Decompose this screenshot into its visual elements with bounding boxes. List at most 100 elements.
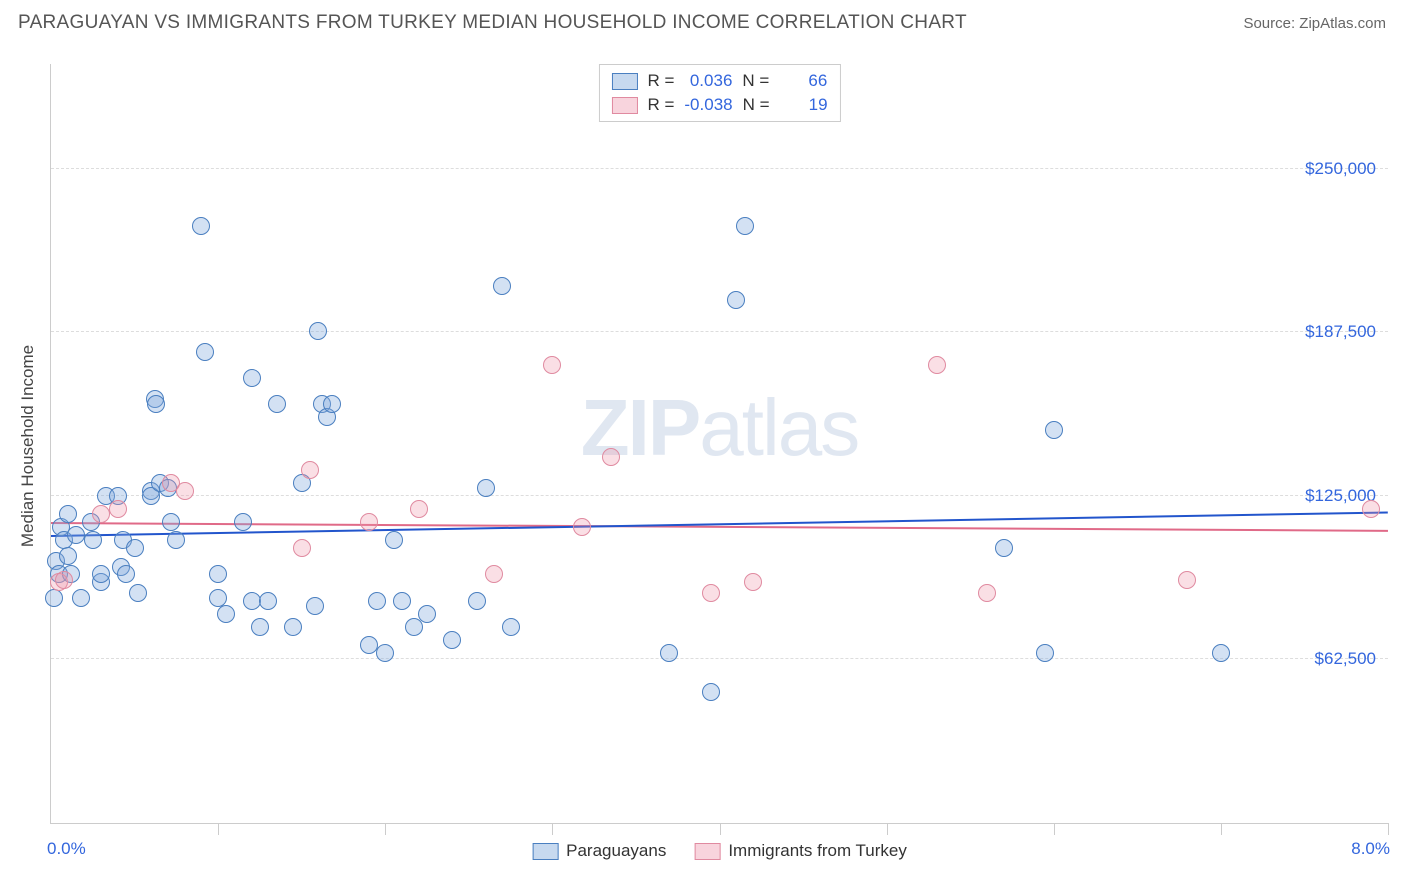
x-axis-max-label: 8.0% (1351, 839, 1390, 859)
data-point (209, 565, 227, 583)
legend-item: Paraguayans (532, 841, 666, 861)
data-point (393, 592, 411, 610)
y-tick-label: $250,000 (1305, 159, 1376, 179)
data-point (293, 539, 311, 557)
data-point (928, 356, 946, 374)
data-point (243, 592, 261, 610)
stats-legend: R = 0.036 N = 66 R = -0.038 N = 19 (598, 64, 840, 122)
data-point (59, 505, 77, 523)
data-point (1178, 571, 1196, 589)
data-point (702, 584, 720, 602)
data-point (72, 589, 90, 607)
x-tick (720, 823, 721, 835)
data-point (301, 461, 319, 479)
data-point (368, 592, 386, 610)
x-tick (385, 823, 386, 835)
data-point (251, 618, 269, 636)
data-point (468, 592, 486, 610)
data-point (736, 217, 754, 235)
data-point (59, 547, 77, 565)
gridline (51, 658, 1388, 659)
data-point (117, 565, 135, 583)
data-point (995, 539, 1013, 557)
x-axis-min-label: 0.0% (47, 839, 86, 859)
y-axis-label: Median Household Income (18, 345, 38, 547)
watermark: ZIPatlas (581, 382, 858, 474)
data-point (55, 571, 73, 589)
data-point (410, 500, 428, 518)
stats-row: R = -0.038 N = 19 (607, 93, 831, 117)
data-point (45, 589, 63, 607)
data-point (502, 618, 520, 636)
r-label: R = (647, 95, 674, 115)
n-label: N = (742, 71, 769, 91)
stats-row: R = 0.036 N = 66 (607, 69, 831, 93)
data-point (418, 605, 436, 623)
data-point (309, 322, 327, 340)
n-label: N = (743, 95, 770, 115)
legend-label: Immigrants from Turkey (728, 841, 907, 861)
data-point (84, 531, 102, 549)
data-point (978, 584, 996, 602)
chart-source: Source: ZipAtlas.com (1243, 15, 1386, 32)
r-value: 0.036 (684, 71, 732, 91)
x-tick (887, 823, 888, 835)
legend-item: Immigrants from Turkey (694, 841, 907, 861)
data-point (147, 395, 165, 413)
data-point (385, 531, 403, 549)
data-point (243, 369, 261, 387)
data-point (443, 631, 461, 649)
data-point (259, 592, 277, 610)
x-tick (1221, 823, 1222, 835)
data-point (477, 479, 495, 497)
data-point (92, 565, 110, 583)
data-point (1362, 500, 1380, 518)
data-point (126, 539, 144, 557)
data-point (543, 356, 561, 374)
bottom-legend: Paraguayans Immigrants from Turkey (532, 841, 907, 861)
gridline (51, 168, 1388, 169)
data-point (405, 618, 423, 636)
legend-swatch-blue (611, 73, 637, 90)
data-point (129, 584, 147, 602)
data-point (109, 500, 127, 518)
chart-plot-area: ZIPatlas R = 0.036 N = 66 R = -0.038 N =… (50, 64, 1388, 824)
data-point (176, 482, 194, 500)
chart-title: PARAGUAYAN VS IMMIGRANTS FROM TURKEY MED… (18, 12, 967, 34)
data-point (660, 644, 678, 662)
data-point (268, 395, 286, 413)
legend-swatch-blue (532, 843, 558, 860)
data-point (376, 644, 394, 662)
data-point (67, 526, 85, 544)
data-point (360, 513, 378, 531)
legend-swatch-pink (611, 97, 637, 114)
n-value: 66 (779, 71, 827, 91)
data-point (744, 573, 762, 591)
r-label: R = (647, 71, 674, 91)
data-point (485, 565, 503, 583)
y-tick-label: $187,500 (1305, 322, 1376, 342)
data-point (573, 518, 591, 536)
x-tick (1388, 823, 1389, 835)
legend-label: Paraguayans (566, 841, 666, 861)
data-point (493, 277, 511, 295)
x-tick (552, 823, 553, 835)
n-value: 19 (780, 95, 828, 115)
data-point (1212, 644, 1230, 662)
data-point (1045, 421, 1063, 439)
chart-header: PARAGUAYAN VS IMMIGRANTS FROM TURKEY MED… (0, 0, 1406, 42)
x-tick (1054, 823, 1055, 835)
data-point (196, 343, 214, 361)
data-point (1036, 644, 1054, 662)
data-point (360, 636, 378, 654)
data-point (162, 513, 180, 531)
data-point (702, 683, 720, 701)
data-point (92, 505, 110, 523)
legend-swatch-pink (694, 843, 720, 860)
data-point (284, 618, 302, 636)
data-point (727, 291, 745, 309)
data-point (167, 531, 185, 549)
r-value: -0.038 (684, 95, 732, 115)
data-point (602, 448, 620, 466)
data-point (217, 605, 235, 623)
